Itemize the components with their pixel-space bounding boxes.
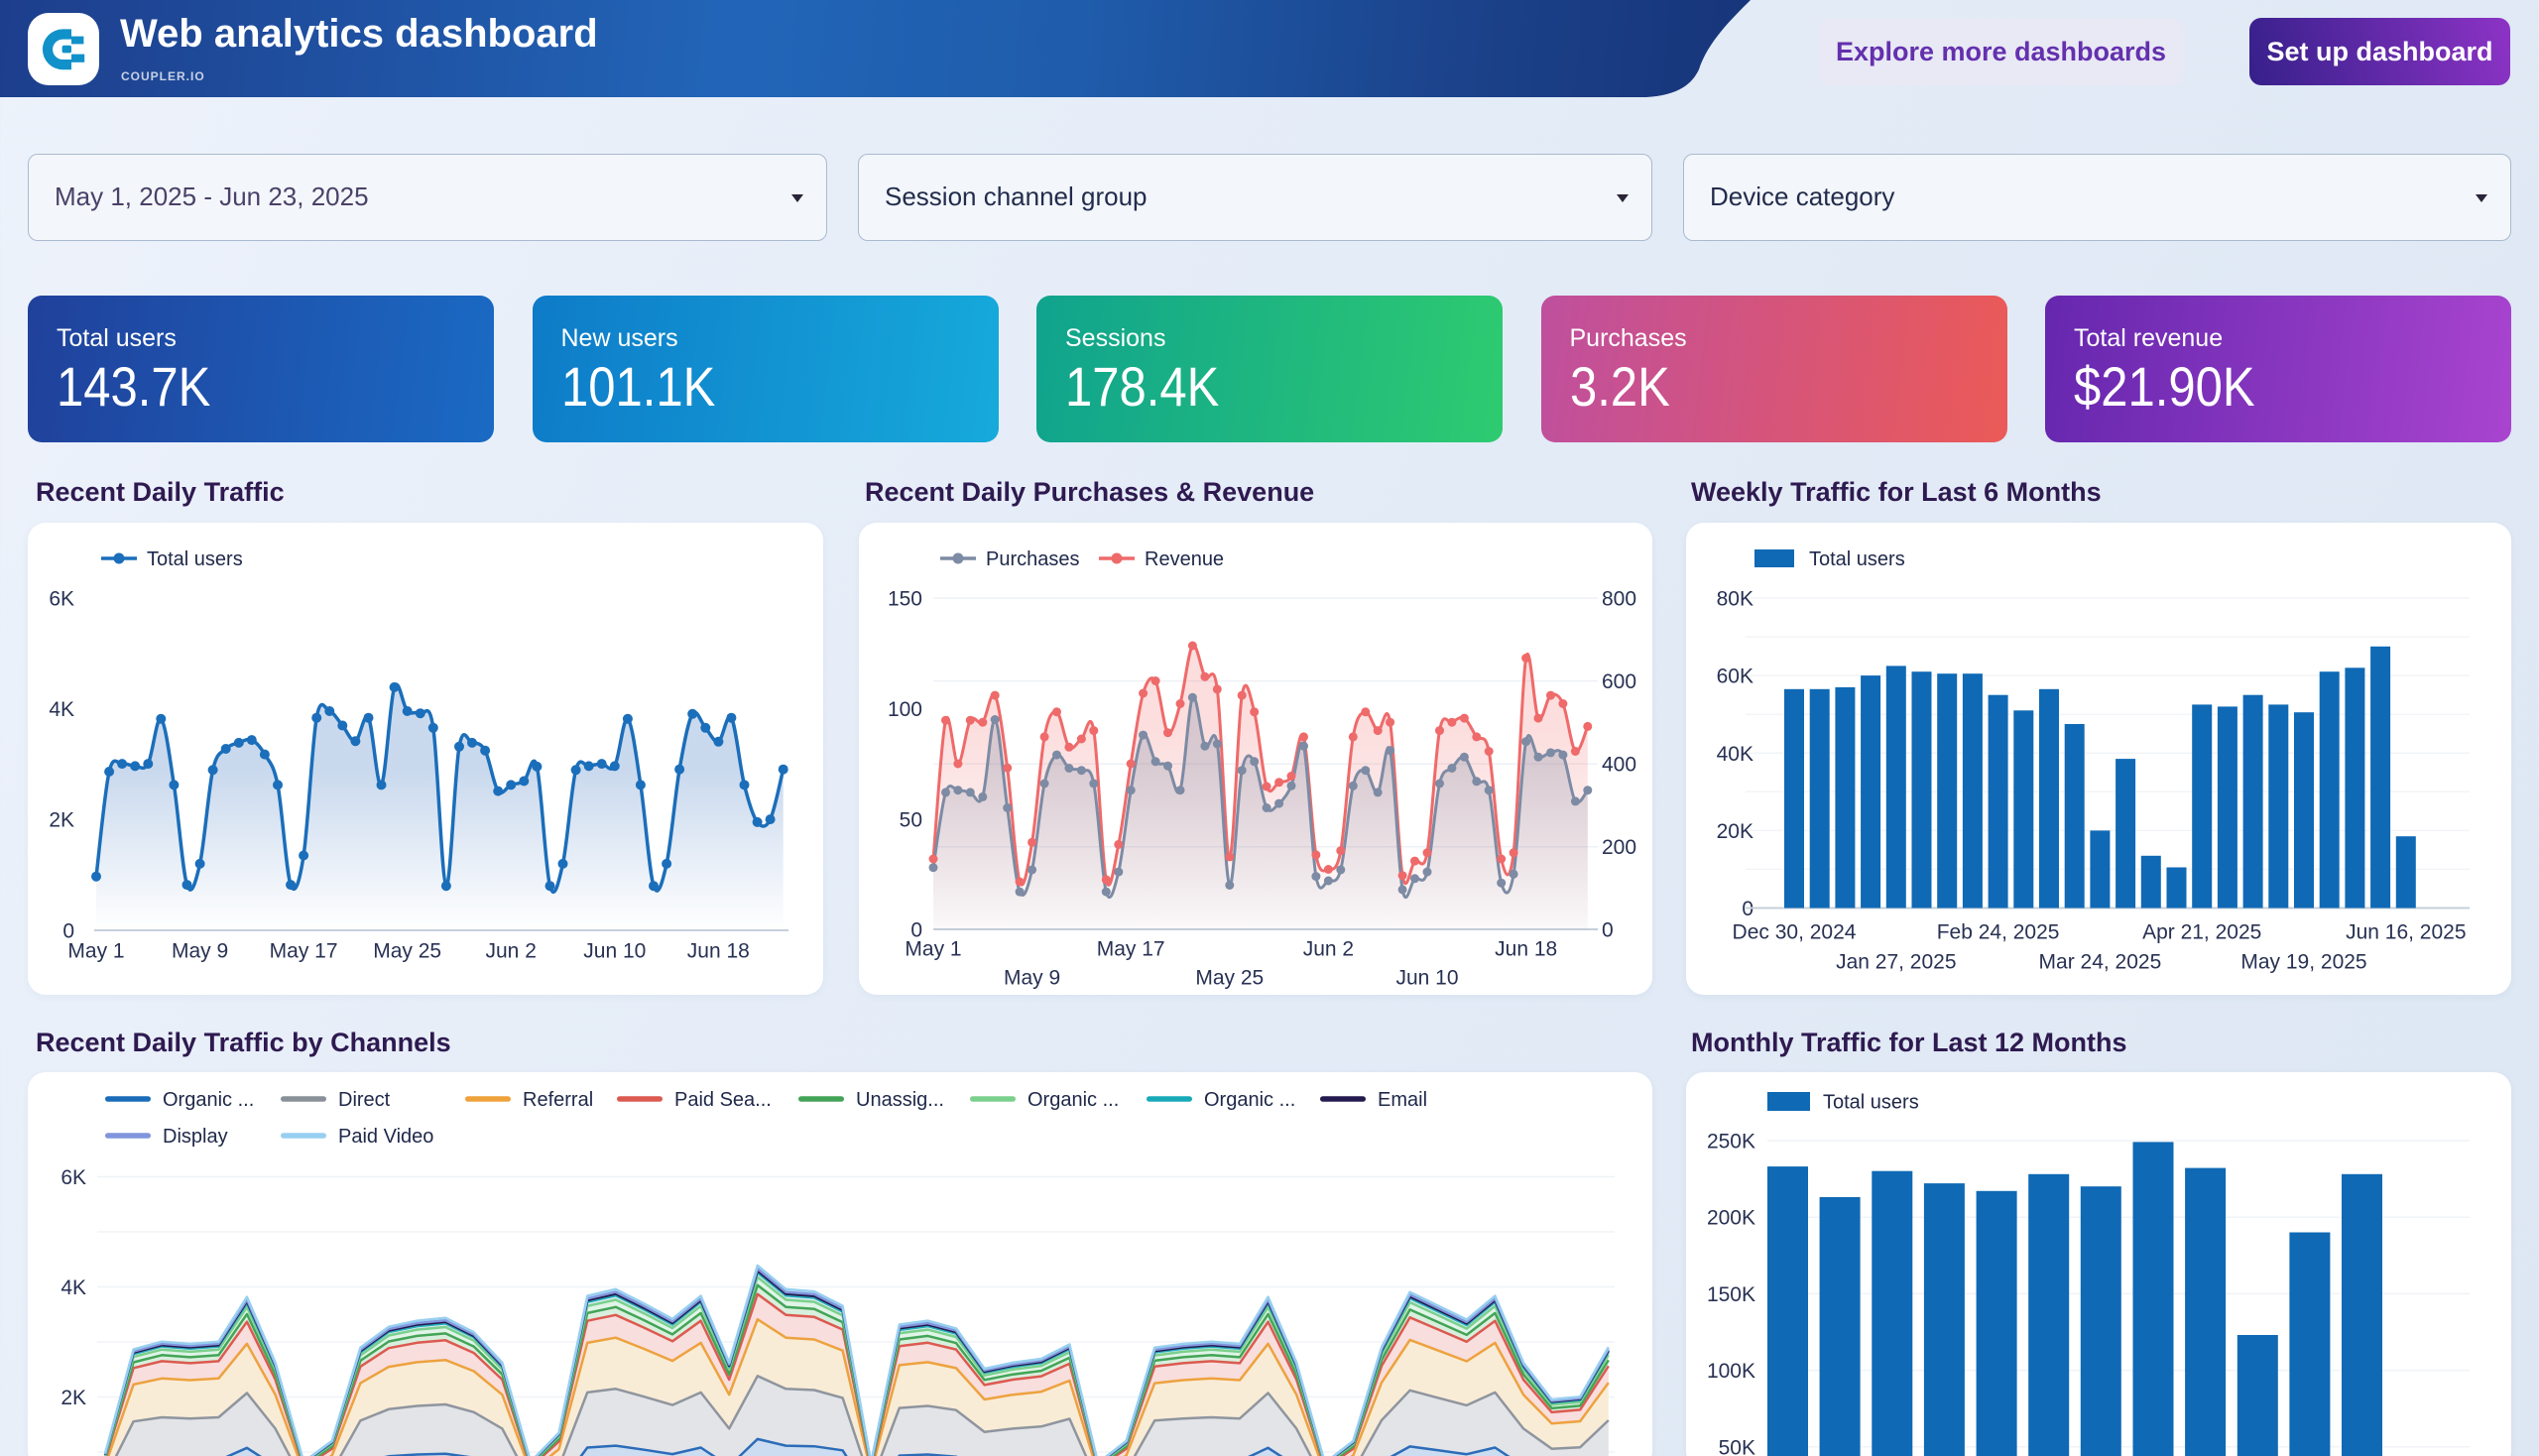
svg-text:Feb 24, 2025: Feb 24, 2025 bbox=[1937, 921, 2060, 944]
svg-text:Jun 2: Jun 2 bbox=[1303, 938, 1354, 961]
svg-text:Referral: Referral bbox=[523, 1089, 593, 1111]
svg-text:May 25: May 25 bbox=[373, 940, 441, 963]
svg-text:Organic ...: Organic ... bbox=[163, 1089, 254, 1111]
svg-text:800: 800 bbox=[1602, 588, 1636, 611]
svg-text:400: 400 bbox=[1602, 754, 1636, 777]
svg-text:0: 0 bbox=[1602, 919, 1614, 942]
svg-text:Jun 10: Jun 10 bbox=[583, 940, 646, 963]
svg-text:May 25: May 25 bbox=[1195, 967, 1264, 990]
svg-text:100K: 100K bbox=[1707, 1360, 1755, 1383]
svg-text:Apr 21, 2025: Apr 21, 2025 bbox=[2142, 921, 2261, 944]
svg-text:200K: 200K bbox=[1707, 1207, 1755, 1230]
svg-text:Organic ...: Organic ... bbox=[1204, 1089, 1295, 1111]
svg-text:Jun 18: Jun 18 bbox=[687, 940, 750, 963]
svg-text:50: 50 bbox=[900, 809, 922, 832]
svg-text:May 17: May 17 bbox=[1097, 938, 1165, 961]
svg-text:0: 0 bbox=[62, 920, 74, 943]
svg-text:Organic ...: Organic ... bbox=[1028, 1089, 1119, 1111]
svg-text:May 1: May 1 bbox=[905, 938, 961, 961]
svg-text:6K: 6K bbox=[60, 1166, 86, 1189]
svg-text:600: 600 bbox=[1602, 670, 1636, 693]
svg-text:Total users: Total users bbox=[1823, 1092, 1919, 1114]
svg-text:80K: 80K bbox=[1717, 588, 1753, 611]
svg-text:Jun 2: Jun 2 bbox=[486, 940, 537, 963]
svg-text:Display: Display bbox=[163, 1126, 228, 1148]
svg-text:4K: 4K bbox=[49, 698, 74, 721]
svg-text:Paid Video: Paid Video bbox=[338, 1126, 433, 1148]
svg-text:Total users: Total users bbox=[1809, 548, 1905, 570]
svg-text:Dec 30, 2024: Dec 30, 2024 bbox=[1733, 921, 1857, 944]
svg-text:200: 200 bbox=[1602, 836, 1636, 859]
svg-text:Jan 27, 2025: Jan 27, 2025 bbox=[1836, 951, 1956, 974]
svg-text:Direct: Direct bbox=[338, 1089, 391, 1111]
svg-text:May 17: May 17 bbox=[270, 940, 338, 963]
svg-text:Jun 16, 2025: Jun 16, 2025 bbox=[2346, 921, 2466, 944]
svg-text:0: 0 bbox=[910, 919, 922, 942]
svg-text:150: 150 bbox=[888, 588, 922, 611]
svg-text:250K: 250K bbox=[1707, 1131, 1755, 1153]
svg-text:4K: 4K bbox=[60, 1276, 86, 1299]
svg-text:Unassig...: Unassig... bbox=[856, 1089, 944, 1111]
svg-text:2K: 2K bbox=[60, 1387, 86, 1409]
svg-text:20K: 20K bbox=[1717, 820, 1753, 843]
svg-text:May 9: May 9 bbox=[172, 940, 228, 963]
svg-text:Total users: Total users bbox=[147, 548, 243, 570]
svg-text:Jun 10: Jun 10 bbox=[1395, 967, 1458, 990]
svg-text:50K: 50K bbox=[1719, 1436, 1755, 1456]
svg-text:May 19, 2025: May 19, 2025 bbox=[2240, 951, 2366, 974]
svg-text:Email: Email bbox=[1378, 1089, 1427, 1111]
svg-text:Mar 24, 2025: Mar 24, 2025 bbox=[2039, 951, 2162, 974]
svg-text:Revenue: Revenue bbox=[1145, 548, 1224, 570]
svg-text:Purchases: Purchases bbox=[986, 548, 1080, 570]
svg-text:Jun 18: Jun 18 bbox=[1495, 938, 1557, 961]
svg-text:100: 100 bbox=[888, 698, 922, 721]
svg-text:6K: 6K bbox=[49, 588, 74, 611]
svg-text:May 1: May 1 bbox=[67, 940, 124, 963]
svg-text:May 9: May 9 bbox=[1004, 967, 1060, 990]
svg-text:60K: 60K bbox=[1717, 666, 1753, 688]
svg-text:40K: 40K bbox=[1717, 743, 1753, 766]
svg-text:2K: 2K bbox=[49, 809, 74, 832]
svg-text:150K: 150K bbox=[1707, 1283, 1755, 1306]
svg-text:Paid Sea...: Paid Sea... bbox=[674, 1089, 772, 1111]
